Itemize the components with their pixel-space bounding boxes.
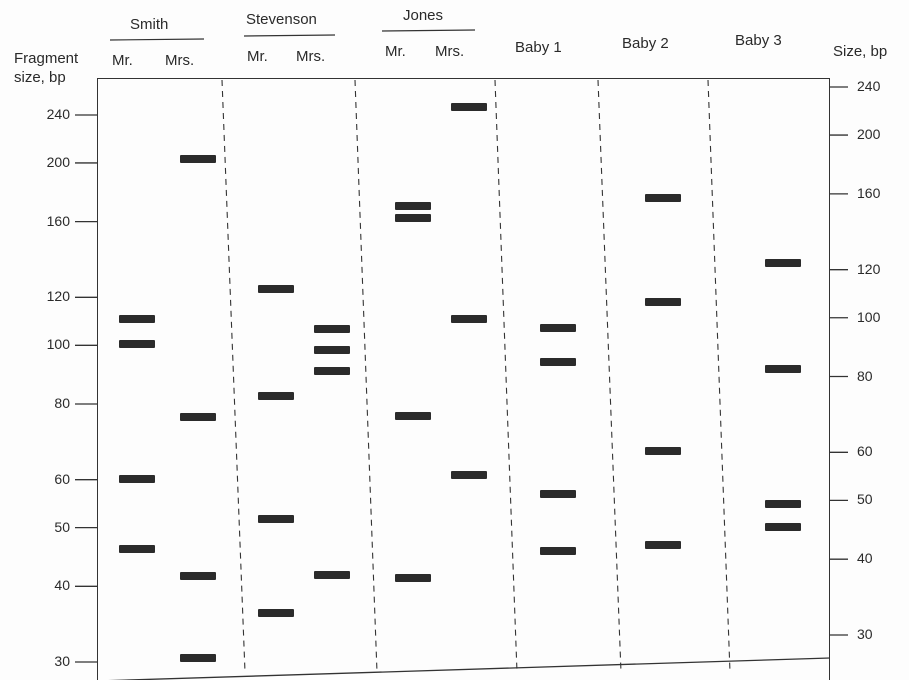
- gel-band: [765, 365, 801, 374]
- right-tick-label: 30: [857, 626, 873, 642]
- gel-band: [540, 546, 576, 555]
- gel-band: [395, 214, 431, 223]
- gel-band: [395, 202, 431, 211]
- right-tick-label: 80: [857, 367, 873, 384]
- lane-label-smith-mrs: Mrs.: [165, 52, 195, 69]
- gel-band: [180, 571, 216, 580]
- family-underline: [243, 34, 336, 37]
- left-axis-title-line1: Fragment: [14, 50, 79, 67]
- gel-band: [540, 358, 576, 367]
- right-tick-label: 200: [857, 126, 881, 143]
- gel-band: [395, 412, 431, 421]
- left-tick-label: 50: [54, 518, 70, 535]
- gel-band: [258, 285, 294, 294]
- left-tick-label: 100: [46, 336, 70, 353]
- lane-divider: [494, 79, 518, 673]
- right-tick-label: 240: [857, 78, 881, 94]
- gel-band: [765, 258, 801, 267]
- left-tick-label: 120: [46, 288, 70, 305]
- gel-band: [540, 490, 576, 499]
- right-axis-title: Size, bp: [833, 43, 888, 60]
- gel-band: [258, 609, 294, 618]
- gel-band: [119, 544, 155, 553]
- gel-band: [314, 324, 350, 333]
- lane-divider: [707, 79, 731, 673]
- gel-band: [119, 474, 155, 483]
- gel-band: [314, 366, 350, 375]
- lane-divider: [221, 79, 246, 673]
- gel-band: [765, 499, 801, 508]
- gel-band: [645, 541, 681, 550]
- gel-band: [645, 194, 681, 203]
- gel-band: [395, 573, 431, 582]
- right-tick-label: 50: [857, 491, 873, 508]
- left-tick-label: 30: [54, 653, 70, 669]
- gel-band: [540, 323, 576, 332]
- gel-band: [180, 653, 216, 662]
- left-axis-title-line2: size, bp: [14, 69, 66, 86]
- lane-divider: [597, 79, 622, 673]
- gel-band: [119, 315, 155, 324]
- lane-label-stevenson-mrs: Mrs.: [296, 48, 326, 65]
- gel-band: [765, 522, 801, 531]
- gel-band: [314, 346, 350, 355]
- gel-band: [258, 391, 294, 400]
- gel-band: [119, 340, 155, 349]
- right-tick-label: 120: [857, 260, 881, 277]
- family-underline: [109, 38, 205, 41]
- lane-label-stevenson-mr: Mr.: [247, 48, 268, 65]
- lane-label-baby-3: Baby 3: [735, 32, 782, 49]
- family-underline: [381, 29, 476, 32]
- gel-band: [451, 470, 487, 479]
- left-tick-label: 160: [46, 212, 70, 229]
- gel-band: [180, 412, 216, 421]
- gel-band: [180, 154, 216, 163]
- family-name-stevenson: Stevenson: [246, 11, 317, 28]
- left-tick-label: 40: [54, 577, 70, 594]
- left-tick-label: 80: [54, 394, 70, 411]
- gel-band: [451, 315, 487, 324]
- lane-label-jones-mrs: Mrs.: [435, 43, 465, 60]
- gel-outline: [97, 78, 830, 680]
- gel-band: [645, 447, 681, 456]
- gel-band: [451, 102, 487, 111]
- family-name-jones: Jones: [403, 7, 444, 24]
- right-tick-label: 60: [857, 443, 873, 460]
- lane-label-baby-2: Baby 2: [622, 35, 669, 52]
- left-tick-label: 240: [46, 106, 70, 122]
- left-tick-label: 200: [46, 153, 70, 170]
- right-tick-label: 160: [857, 184, 881, 201]
- lane-divider: [354, 79, 378, 673]
- right-tick-label: 100: [857, 308, 881, 325]
- family-name-smith: Smith: [130, 16, 169, 33]
- lane-label-jones-mr: Mr.: [385, 43, 406, 60]
- right-tick-label: 40: [857, 550, 873, 567]
- lane-label-smith-mr: Mr.: [112, 52, 133, 69]
- gel-band: [314, 571, 350, 580]
- gel-bottom-edge: [108, 657, 831, 680]
- gel-band: [258, 515, 294, 524]
- lane-label-baby-1: Baby 1: [515, 39, 562, 56]
- gel-band: [645, 297, 681, 306]
- left-tick-label: 60: [54, 470, 70, 487]
